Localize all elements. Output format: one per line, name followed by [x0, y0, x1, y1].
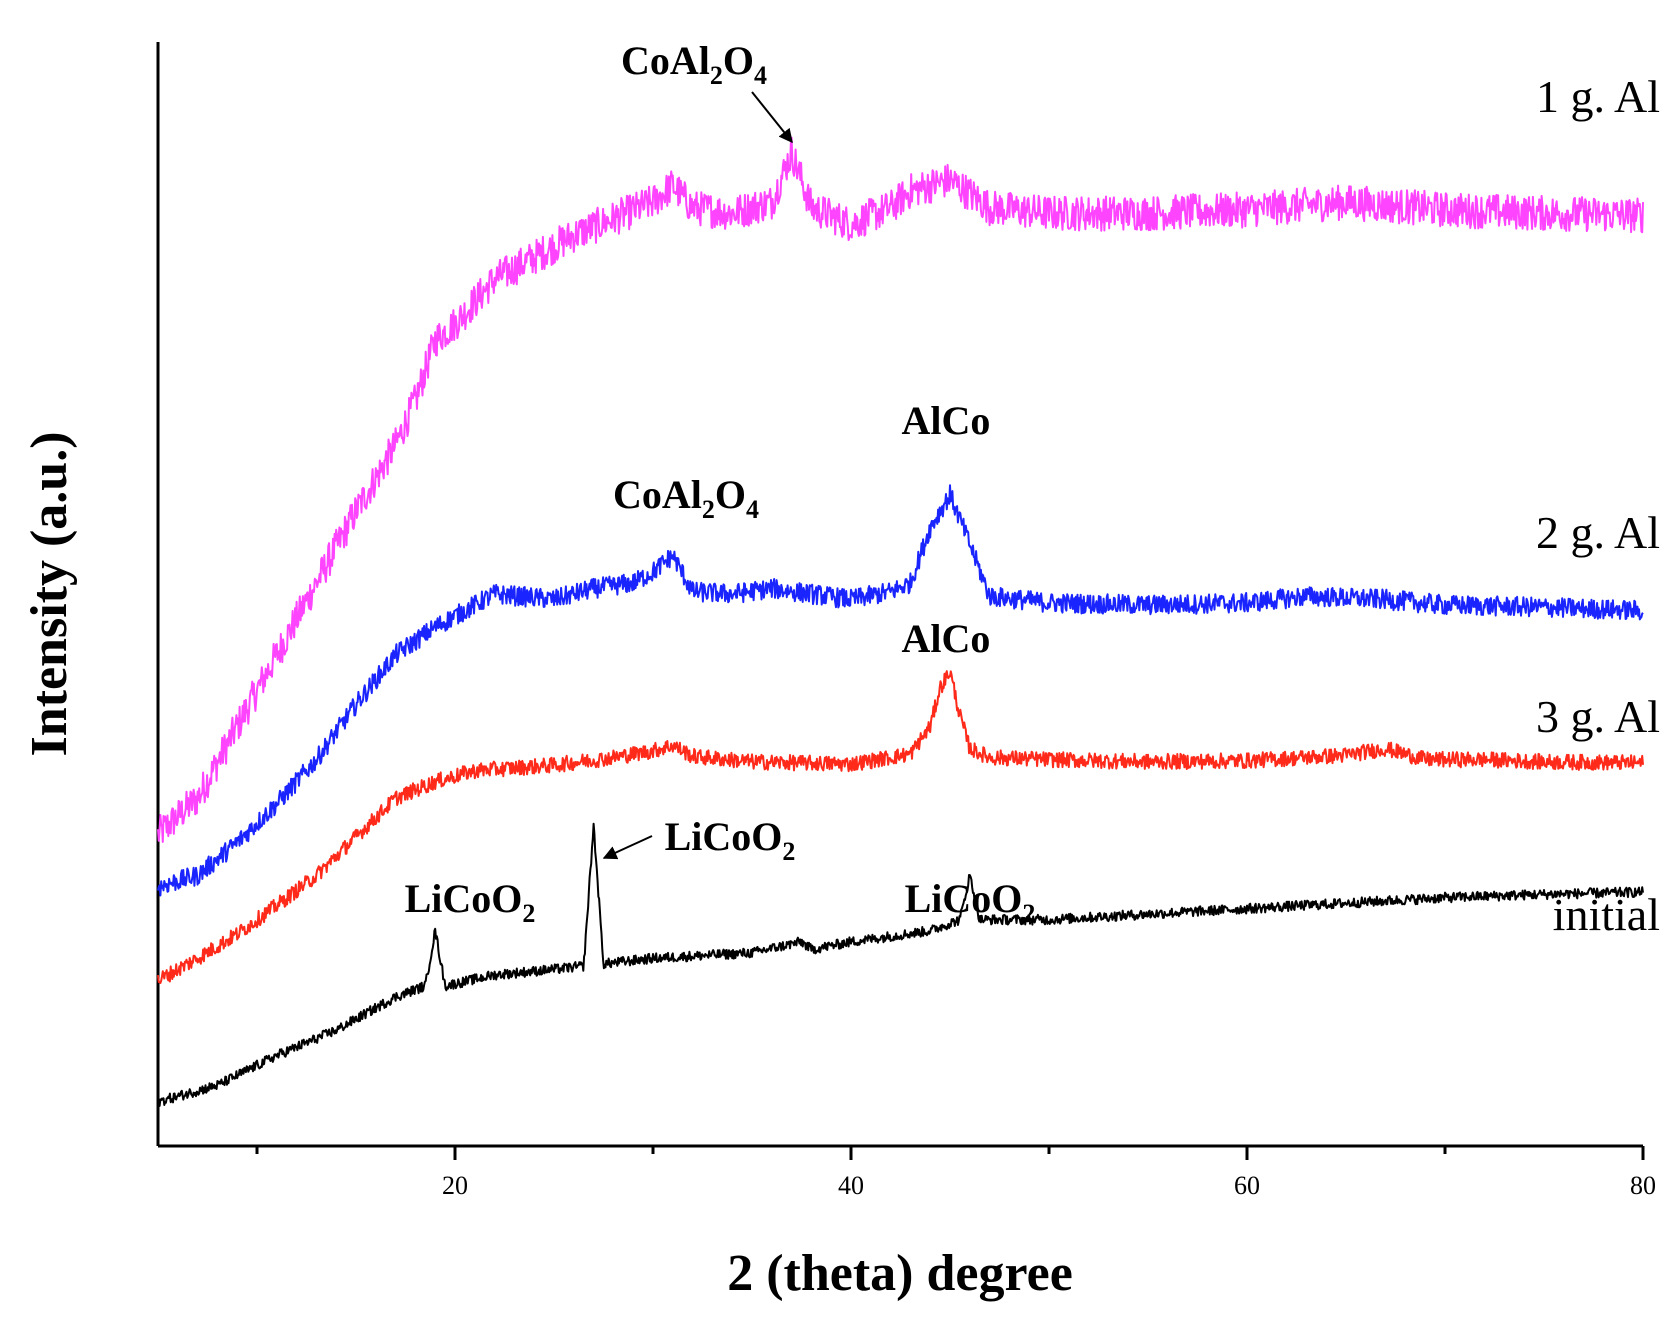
series-line-1: [157, 484, 1644, 897]
x-tick-label: 80: [1630, 1171, 1656, 1200]
peak-arrow: [602, 835, 653, 860]
x-tick-label: 20: [442, 1171, 468, 1200]
series-line-3: [157, 822, 1644, 1107]
peak-label: CoAl2O4: [621, 38, 767, 90]
x-tick-label: 40: [838, 1171, 864, 1200]
series-label: initial: [1553, 889, 1660, 940]
x-ticks: 20 40 60 80: [255, 1146, 1656, 1200]
traces: [157, 136, 1644, 1107]
peak-arrow: [751, 91, 793, 144]
series-label: 2 g. Al: [1536, 507, 1660, 558]
series-label: 1 g. Al: [1536, 71, 1660, 122]
peak-annotations: CoAl2O4 CoAl2O4 AlCo AlCo LiCoO2 LiCoO2 LiCoO2: [405, 38, 1036, 928]
series-line-2: [157, 670, 1644, 984]
x-tick-label: 60: [1234, 1171, 1260, 1200]
y-axis-title: Intensity (a.u.): [21, 431, 78, 756]
peak-label: AlCo: [902, 398, 991, 443]
peak-label: AlCo: [902, 616, 991, 661]
peak-label: LiCoO2: [665, 814, 796, 866]
axes: [156, 42, 1643, 1148]
peak-label: LiCoO2: [405, 876, 536, 928]
x-axis-title: 2 (theta) degree: [727, 1245, 1073, 1302]
series-label: 3 g. Al: [1536, 691, 1660, 742]
series-line-0: [157, 136, 1644, 843]
peak-label: LiCoO2: [905, 876, 1036, 928]
series-labels: 1 g. Al 2 g. Al 3 g. Al initial: [1536, 71, 1660, 940]
peak-label: CoAl2O4: [613, 472, 759, 524]
